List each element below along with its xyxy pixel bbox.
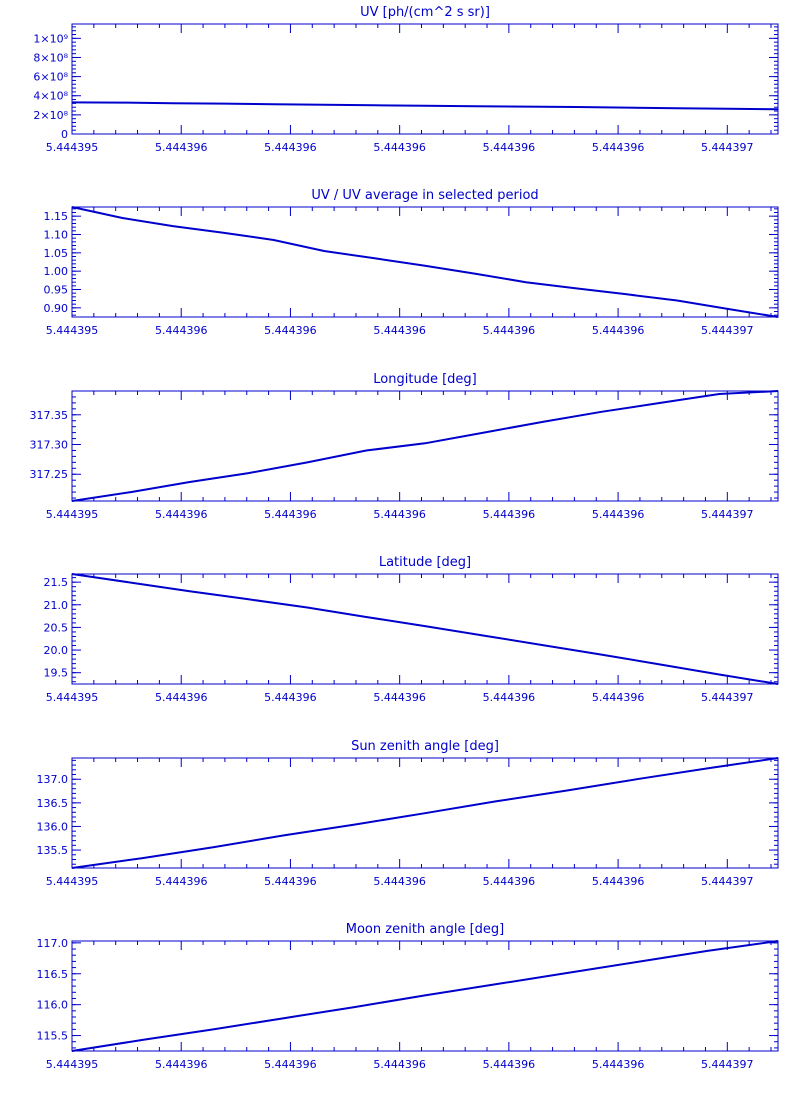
x-tick-label: 5.444396	[264, 324, 317, 337]
x-tick-label: 5.444396	[373, 141, 426, 154]
plot-frame	[71, 757, 779, 869]
panel-6: Moon zenith angle [deg] 115.5 116.0 116.5 11…	[37, 922, 779, 1071]
y-tick-label: 6×10⁸	[33, 71, 68, 84]
data-line	[71, 573, 779, 685]
x-tick-label: 5.444396	[155, 691, 208, 704]
y-tick-label: 115.5	[37, 1030, 69, 1043]
x-tick-label: 5.444396	[373, 324, 426, 337]
y-tick-label: 0.95	[44, 284, 69, 297]
panel-title: Sun zenith angle [deg]	[351, 739, 499, 754]
x-tick-label: 5.444396	[592, 324, 645, 337]
data-line	[71, 101, 779, 111]
x-tick-label: 5.444396	[483, 875, 536, 888]
x-tick-label: 5.444396	[483, 691, 536, 704]
y-tick-label: 1.05	[44, 247, 69, 260]
x-tick-label: 5.444396	[592, 141, 645, 154]
plot-frame	[71, 23, 779, 135]
x-tick-label: 5.444396	[483, 508, 536, 521]
data-line	[71, 940, 779, 1052]
data-line	[71, 757, 779, 869]
x-tick-label: 5.444395	[46, 1058, 99, 1071]
x-tick-label: 5.444396	[264, 141, 317, 154]
y-tick-label: 2×10⁸	[33, 109, 68, 122]
panel-title: Longitude [deg]	[373, 372, 476, 387]
x-tick-label: 5.444396	[373, 508, 426, 521]
x-tick-label: 5.444396	[483, 141, 536, 154]
y-tick-label: 317.25	[30, 468, 69, 481]
y-tick-label: 0.90	[44, 302, 69, 315]
x-tick-label: 5.444396	[592, 1058, 645, 1071]
y-tick-label: 1.00	[44, 265, 69, 278]
panel-2: UV / UV average in selected period 0.90 0.…	[44, 188, 779, 337]
x-tick-label: 5.444396	[592, 508, 645, 521]
y-tick-label: 19.5	[44, 667, 69, 680]
x-tick-label: 5.444397	[701, 141, 754, 154]
y-tick-label: 8×10⁸	[33, 51, 68, 64]
y-tick-label: 21.5	[44, 576, 69, 589]
y-tick-label: 137.0	[37, 773, 69, 786]
x-tick-label: 5.444396	[373, 875, 426, 888]
panel-1: UV [ph/(cm^2 s sr)] 0 2×10⁸ 4×10⁸ 6×10⁸ 8×10⁸…	[33, 5, 779, 154]
y-tick-label: 116.0	[37, 999, 69, 1012]
panel-title: UV [ph/(cm^2 s sr)]	[360, 5, 490, 20]
plot-frame	[71, 206, 779, 318]
panel-4: Latitude [deg] 19.5 20.0 20.5 21.0 21.5 5.4443…	[44, 555, 779, 704]
x-tick-label: 5.444397	[701, 691, 754, 704]
y-tick-label: 20.5	[44, 621, 69, 634]
x-tick-label: 5.444396	[155, 875, 208, 888]
panel-title: Moon zenith angle [deg]	[346, 922, 504, 937]
x-tick-label: 5.444395	[46, 324, 99, 337]
y-tick-label: 1.15	[44, 210, 69, 223]
x-tick-label: 5.444396	[483, 324, 536, 337]
y-tick-label: 1.10	[44, 229, 69, 242]
y-tick-label: 136.0	[37, 820, 69, 833]
x-tick-label: 5.444395	[46, 508, 99, 521]
panel-title: UV / UV average in selected period	[311, 188, 538, 203]
y-tick-label: 1×10⁹	[33, 32, 68, 45]
panels: UV [ph/(cm^2 s sr)] 0 2×10⁸ 4×10⁸ 6×10⁸ 8×10⁸…	[30, 5, 779, 1071]
panel-3: Longitude [deg] 317.25 317.30 317.35 5.44439…	[30, 372, 779, 521]
y-tick-label: 116.5	[37, 968, 69, 981]
y-tick-label: 21.0	[44, 599, 69, 612]
x-tick-label: 5.444396	[483, 1058, 536, 1071]
plot-frame	[71, 940, 779, 1052]
panel-5: Sun zenith angle [deg] 135.5 136.0 136.5 137…	[37, 739, 779, 888]
x-tick-label: 5.444397	[701, 1058, 754, 1071]
y-tick-label: 317.35	[30, 409, 69, 422]
x-tick-label: 5.444396	[592, 875, 645, 888]
y-tick-label: 136.5	[37, 797, 69, 810]
x-tick-label: 5.444397	[701, 875, 754, 888]
y-tick-label: 4×10⁸	[33, 90, 68, 103]
data-line	[71, 206, 779, 318]
x-tick-label: 5.444396	[264, 1058, 317, 1071]
x-tick-label: 5.444396	[155, 324, 208, 337]
x-tick-label: 5.444397	[701, 324, 754, 337]
x-tick-label: 5.444396	[155, 141, 208, 154]
plot-frame	[71, 573, 779, 685]
data-line	[71, 390, 779, 502]
x-tick-label: 5.444396	[373, 691, 426, 704]
x-tick-label: 5.444396	[155, 1058, 208, 1071]
panel-title: Latitude [deg]	[379, 555, 471, 570]
x-tick-label: 5.444396	[373, 1058, 426, 1071]
x-tick-label: 5.444395	[46, 691, 99, 704]
y-tick-label: 135.5	[37, 844, 69, 857]
y-tick-label: 0	[61, 128, 68, 141]
x-tick-label: 5.444395	[46, 875, 99, 888]
x-tick-label: 5.444396	[155, 508, 208, 521]
x-tick-label: 5.444396	[264, 691, 317, 704]
x-tick-label: 5.444396	[264, 875, 317, 888]
y-tick-label: 317.30	[30, 439, 69, 452]
x-tick-label: 5.444396	[264, 508, 317, 521]
x-tick-label: 5.444396	[592, 691, 645, 704]
y-tick-label: 20.0	[44, 644, 69, 657]
plot-frame	[71, 390, 779, 502]
y-tick-label: 117.0	[37, 937, 69, 950]
x-tick-label: 5.444395	[46, 141, 99, 154]
x-tick-label: 5.444397	[701, 508, 754, 521]
